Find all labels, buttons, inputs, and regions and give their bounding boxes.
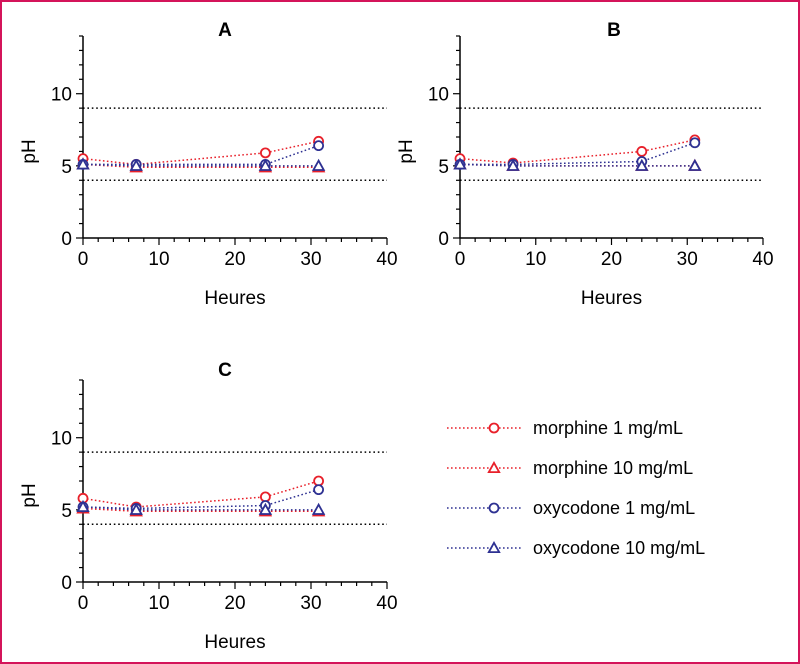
series-line: [82, 163, 319, 169]
series-line: [82, 507, 319, 513]
y-tick-label: 5: [438, 157, 449, 178]
x-tick-label: 20: [601, 249, 622, 270]
x-tick-label: 10: [148, 593, 169, 614]
data-point: [689, 137, 701, 149]
x-tick-label: 20: [224, 593, 245, 614]
series-morphine-10-mg-ml: [453, 157, 702, 171]
data-point: [311, 502, 326, 515]
data-point: [636, 146, 648, 157]
legend-marker: [487, 460, 501, 474]
x-tick-label: 0: [78, 249, 89, 270]
series-line: [82, 488, 319, 510]
panel-title: C: [218, 360, 232, 381]
x-axis-title: Heures: [581, 288, 642, 309]
panel-title: A: [218, 20, 232, 41]
legend-label: morphine 1 mg/mL: [533, 418, 683, 438]
data-point: [313, 484, 325, 496]
x-tick-label: 40: [752, 249, 773, 270]
y-tick-label: 5: [61, 501, 72, 522]
y-tick-label: 10: [51, 85, 72, 106]
data-point: [635, 158, 649, 171]
legend-marker: [487, 540, 501, 554]
chart-panel-c: C 0 5 10 0 10 20 30 40 Heures pH: [19, 360, 398, 653]
x-tick-label: 40: [376, 593, 397, 614]
x-tick-label: 30: [677, 249, 698, 270]
x-tick-label: 20: [224, 249, 245, 270]
y-tick-label: 10: [428, 85, 449, 106]
series-morphine-10-mg-ml: [76, 157, 326, 173]
data-point: [76, 499, 90, 513]
data-point: [76, 157, 90, 170]
legend-item: oxycodone 10 mg/mL: [447, 538, 705, 558]
data-point: [313, 475, 325, 487]
series-morphine-1-mg-ml: [77, 475, 325, 513]
x-tick-label: 10: [525, 249, 546, 270]
y-axis-title: pH: [19, 139, 40, 163]
legend: morphine 1 mg/mL morphine 10 mg/mL oxycodo…: [447, 418, 705, 558]
y-tick-label: 0: [61, 229, 72, 250]
legend-item: morphine 10 mg/mL: [447, 458, 693, 478]
x-tick-label: 30: [300, 249, 321, 270]
legend-label: oxycodone 1 mg/mL: [533, 498, 695, 518]
y-axis-title: pH: [396, 139, 417, 163]
data-point: [259, 147, 271, 159]
x-tick-label: 0: [78, 593, 89, 614]
data-point: [313, 140, 325, 152]
legend-label: oxycodone 10 mg/mL: [533, 538, 705, 558]
data-point: [259, 491, 271, 503]
x-tick-label: 40: [376, 249, 397, 270]
legend-label: morphine 10 mg/mL: [533, 458, 693, 478]
series-line: [82, 163, 319, 167]
chart-panel-a: A 0 5 10 0 10 20 30 40 Heures pH: [19, 20, 398, 309]
y-tick-label: 0: [61, 573, 72, 594]
x-axis-title: Heures: [204, 288, 265, 309]
series-line: [459, 139, 695, 164]
data-point: [453, 157, 467, 170]
panel-title: B: [607, 20, 621, 41]
series-line: [459, 163, 695, 167]
y-axis-title: pH: [19, 483, 40, 507]
y-tick-label: 0: [438, 229, 449, 250]
y-tick-label: 5: [61, 157, 72, 178]
x-tick-label: 10: [148, 249, 169, 270]
series-oxycodone-10-mg-ml: [76, 157, 326, 171]
data-point: [129, 502, 143, 515]
y-tick-label: 10: [51, 429, 72, 450]
data-point: [129, 158, 143, 171]
legend-item: oxycodone 1 mg/mL: [447, 498, 695, 518]
data-point: [258, 158, 273, 171]
series-oxycodone-10-mg-ml: [76, 499, 326, 515]
series-oxycodone-1-mg-ml: [454, 137, 701, 170]
legend-marker: [488, 422, 500, 434]
series-line: [82, 480, 319, 508]
legend-marker: [488, 502, 500, 514]
data-point: [311, 158, 326, 171]
data-point: [258, 502, 273, 515]
series-line: [82, 506, 319, 511]
series-morphine-10-mg-ml: [76, 501, 326, 517]
legend-item: morphine 1 mg/mL: [447, 418, 683, 438]
x-tick-label: 30: [300, 593, 321, 614]
series-line: [83, 144, 319, 166]
series-oxycodone-10-mg-ml: [453, 157, 702, 171]
data-point: [506, 158, 520, 171]
series-line: [460, 142, 696, 166]
x-axis-title: Heures: [204, 632, 265, 653]
data-point: [688, 158, 702, 171]
chart-panel-b: B 0 5 10 0 10 20 30 40 Heures pH: [396, 20, 774, 309]
x-tick-label: 0: [455, 249, 466, 270]
series-line: [82, 140, 319, 166]
